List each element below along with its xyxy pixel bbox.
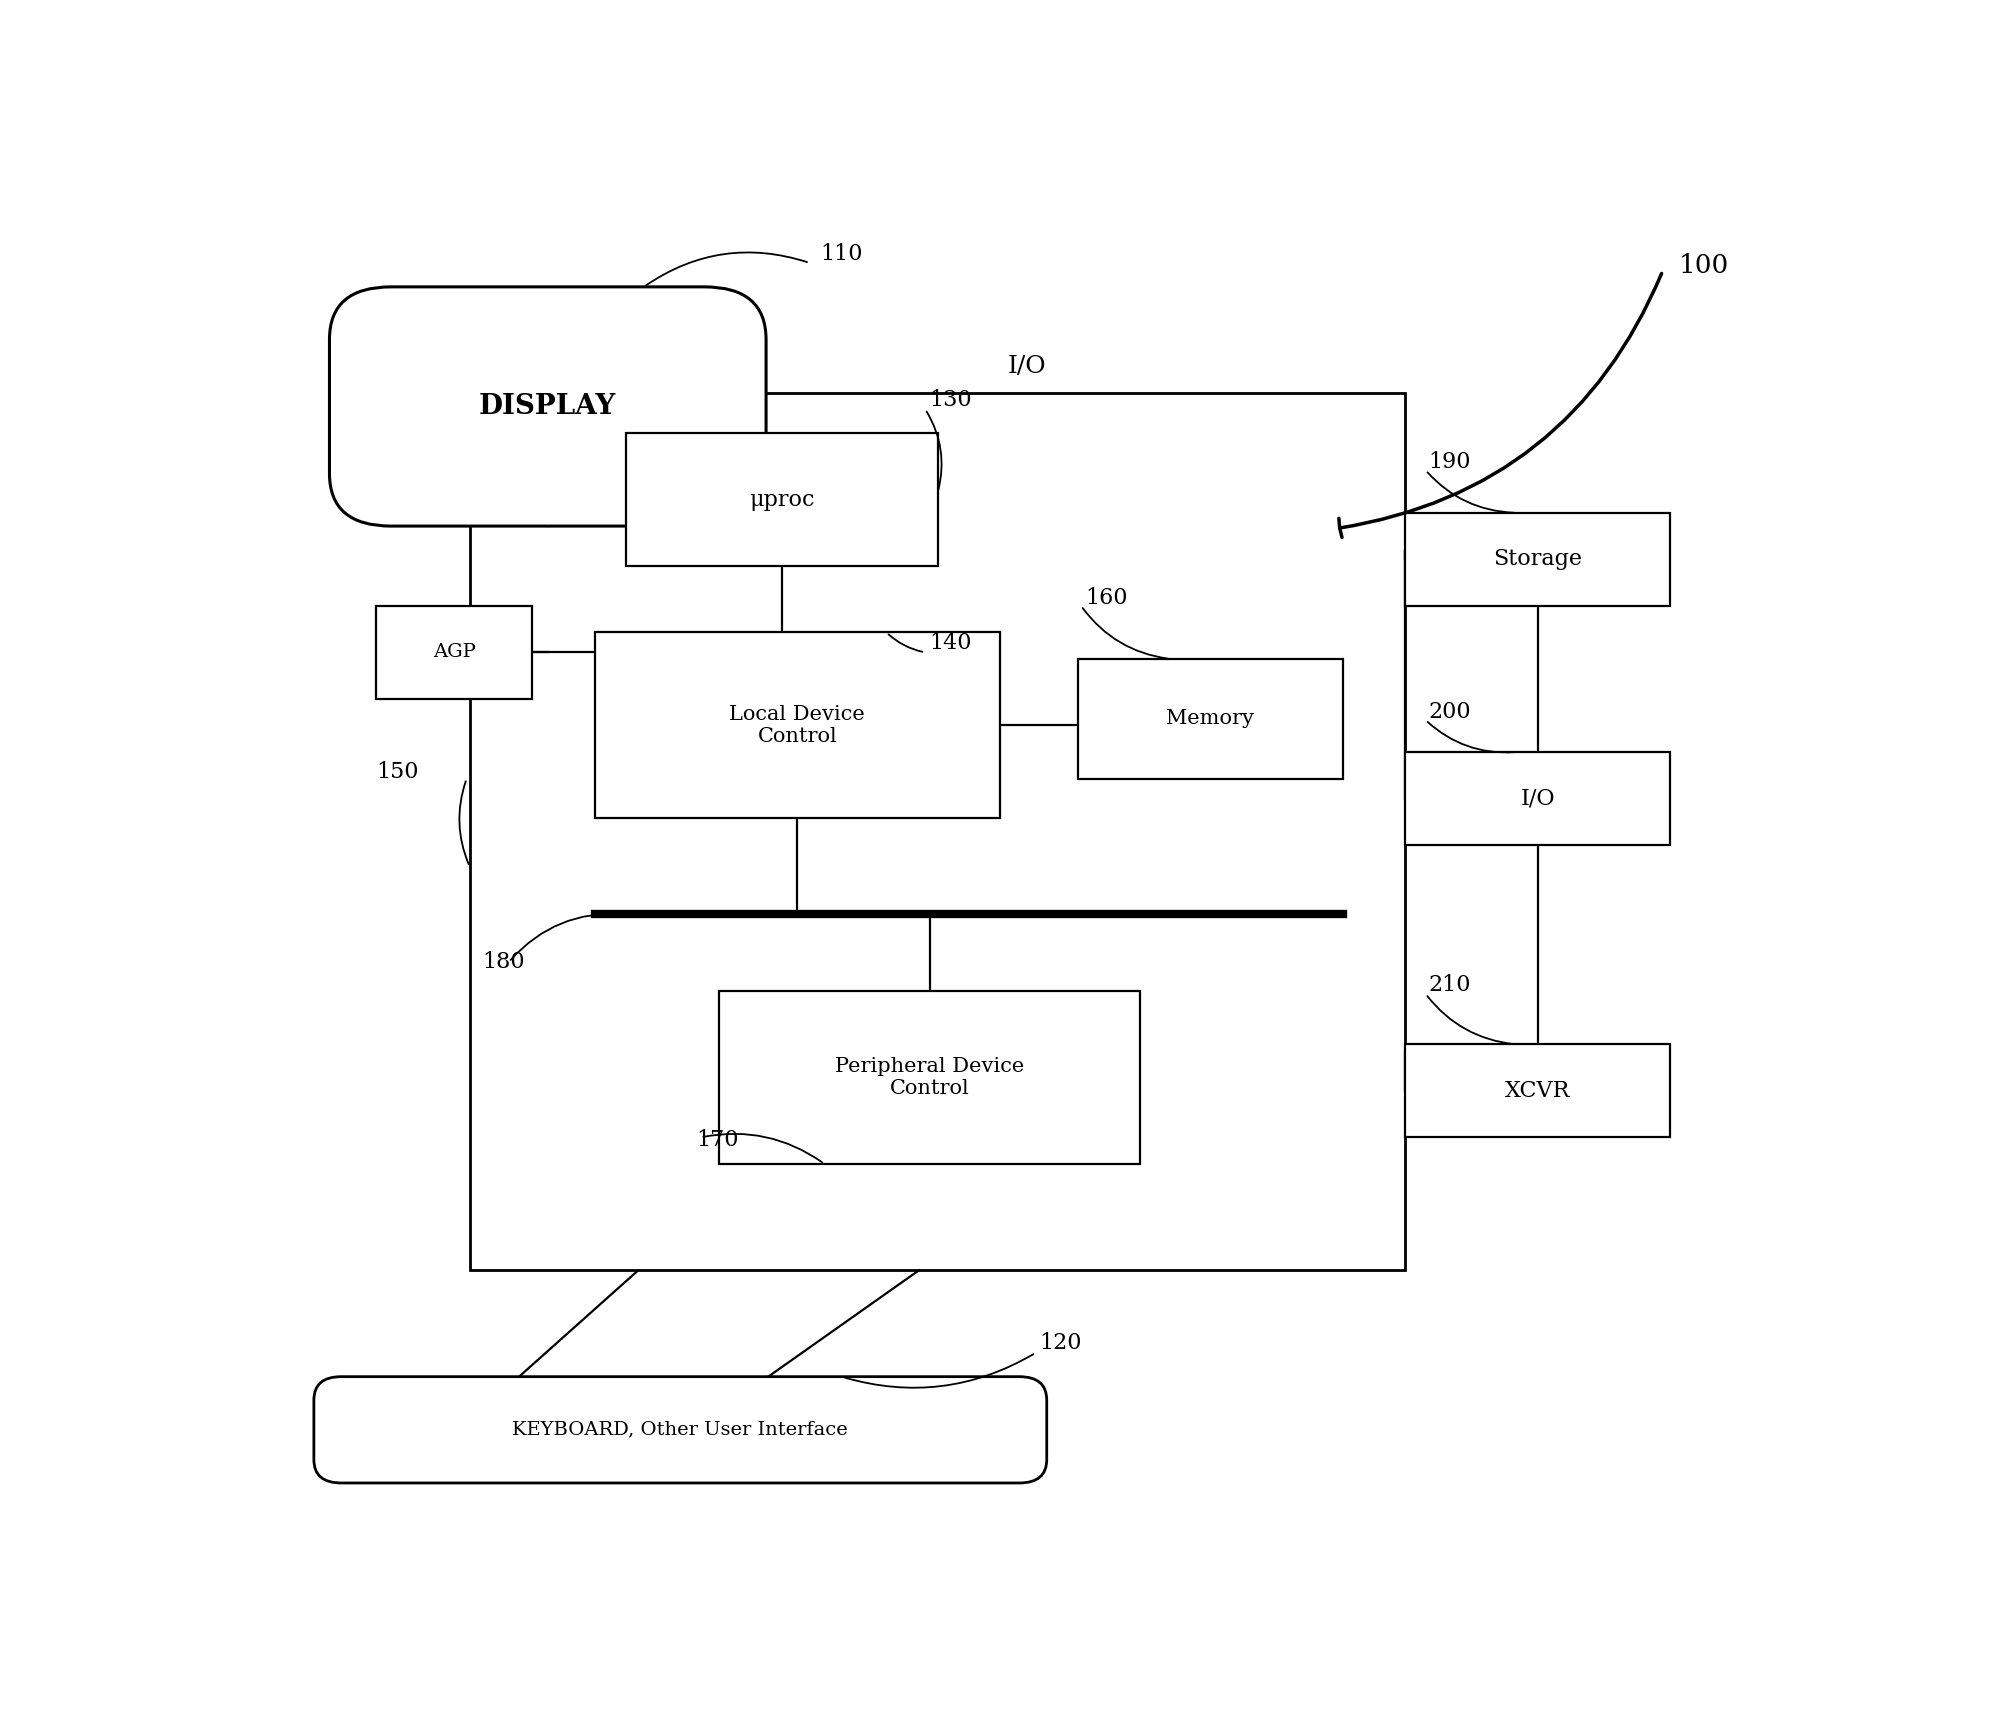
Text: DISPLAY: DISPLAY (479, 394, 616, 419)
Bar (1404, 513, 1670, 606)
Bar (596, 632, 1000, 818)
Bar (1404, 1044, 1670, 1137)
Text: Peripheral Device
Control: Peripheral Device Control (835, 1056, 1024, 1098)
Text: 190: 190 (1429, 450, 1471, 473)
Text: μproc: μproc (748, 488, 815, 511)
Text: KEYBOARD, Other User Interface: KEYBOARD, Other User Interface (513, 1420, 849, 1439)
Bar (376, 606, 531, 699)
Text: 100: 100 (1678, 254, 1728, 278)
Text: 160: 160 (1086, 587, 1129, 609)
Text: 140: 140 (930, 632, 972, 654)
Text: AGP: AGP (433, 644, 475, 661)
Bar (718, 991, 1141, 1163)
Text: 180: 180 (483, 951, 525, 973)
Text: Local Device
Control: Local Device Control (730, 704, 865, 746)
FancyBboxPatch shape (314, 1377, 1046, 1483)
Bar (1404, 753, 1670, 846)
Text: XCVR: XCVR (1505, 1080, 1571, 1101)
Text: 210: 210 (1429, 973, 1471, 996)
Text: I/O: I/O (1521, 787, 1555, 809)
Text: 120: 120 (1038, 1332, 1080, 1355)
Text: Memory: Memory (1167, 709, 1253, 728)
Text: 150: 150 (376, 761, 418, 784)
Text: I/O: I/O (1008, 356, 1046, 378)
FancyBboxPatch shape (330, 287, 767, 526)
Text: 130: 130 (930, 388, 972, 411)
Text: 200: 200 (1429, 701, 1471, 723)
Text: 170: 170 (696, 1129, 738, 1151)
Bar (469, 394, 1404, 1270)
Bar (626, 433, 938, 566)
Bar (1078, 659, 1344, 778)
Text: Storage: Storage (1493, 549, 1581, 570)
Text: 110: 110 (821, 243, 863, 264)
